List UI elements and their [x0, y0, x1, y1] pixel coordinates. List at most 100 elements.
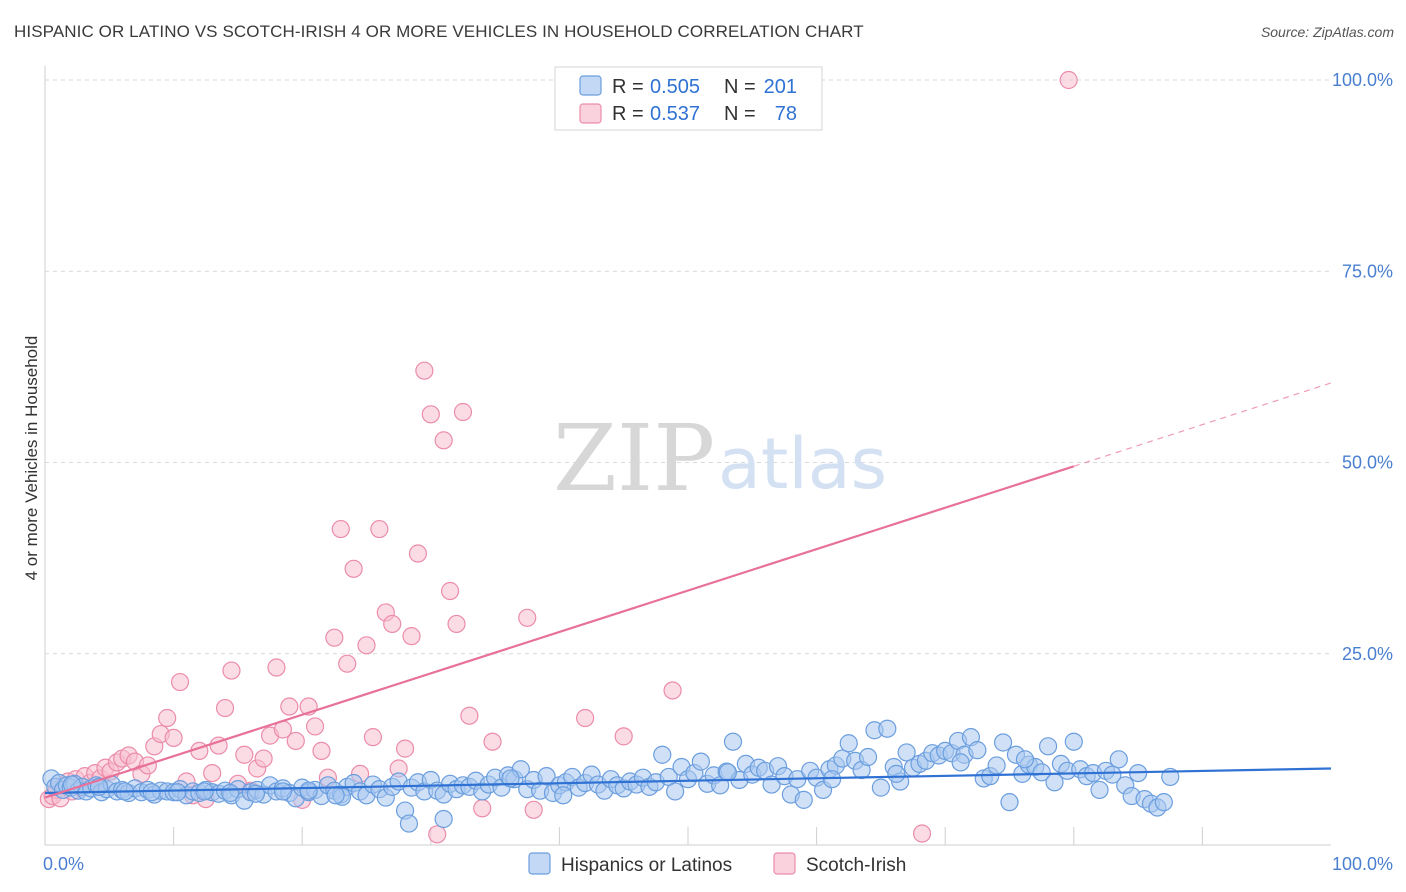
- scotch-irish-point: [370, 519, 389, 539]
- legend-n-value-pink: 78: [775, 103, 797, 125]
- scotch-irish-point: [170, 672, 190, 692]
- trend-lines: [44, 382, 1332, 799]
- hispanic-point: [968, 741, 987, 760]
- hispanic-point: [1000, 793, 1019, 812]
- scotch-irish-point: [460, 706, 479, 725]
- scotch-irish-point: [286, 731, 305, 751]
- legend-n-label-pink: N =: [724, 103, 756, 125]
- x-tick-label-start: 0.0%: [43, 854, 84, 874]
- hispanic-point: [326, 786, 345, 805]
- scotch-irish-point: [576, 708, 595, 728]
- hispanic-point: [794, 790, 813, 809]
- scotch-irish-point: [415, 361, 434, 380]
- hispanic-point: [871, 778, 891, 797]
- scotch-irish-point: [363, 728, 383, 747]
- scotch-irish-point: [663, 681, 682, 700]
- hispanic-point: [887, 764, 906, 783]
- scotch-irish-point: [267, 658, 286, 677]
- hispanic-point: [1103, 765, 1122, 784]
- scotch-irish-point: [1059, 70, 1078, 90]
- scotch-irish-point: [325, 628, 344, 647]
- axes: [44, 66, 1331, 846]
- tick-labels: 25.0% 50.0% 75.0% 100.0% 0.0% 100.0%: [43, 70, 1393, 874]
- bottom-legend-label-pink: Scotch-Irish: [806, 855, 906, 876]
- legend-r-label-pink: R =: [612, 103, 644, 125]
- legend-n-label-blue: N =: [724, 76, 756, 98]
- hispanic-trend-line: [44, 767, 1332, 795]
- scotch-irish-point: [473, 799, 492, 818]
- hispanic-point: [273, 782, 293, 801]
- watermark: ZIP atlas: [553, 405, 887, 512]
- grid-lines: [45, 79, 1331, 655]
- hispanic-point: [1109, 750, 1128, 769]
- scotch-irish-point: [164, 728, 183, 748]
- scotch-irish-trend-extension: [1073, 382, 1332, 467]
- scotch-irish-point: [203, 763, 222, 783]
- bottom-legend-swatch-blue: [528, 852, 551, 875]
- watermark-zip: ZIP: [553, 405, 715, 512]
- y-tick-label: 25.0%: [1342, 644, 1393, 664]
- hispanic-point: [399, 814, 419, 833]
- scotch-irish-point: [614, 727, 633, 746]
- scotch-irish-point: [215, 698, 235, 718]
- hispanic-point: [1032, 763, 1051, 782]
- hispanic-point: [434, 809, 453, 829]
- correlation-legend: R = 0.505 N = 201 R = 0.537 N = 78: [554, 66, 823, 131]
- hispanic-point: [537, 767, 556, 786]
- hispanic-point: [653, 745, 672, 764]
- source-credit: Source: ZipAtlas.com: [1260, 24, 1394, 40]
- watermark-atlas: atlas: [718, 423, 887, 505]
- y-tick-label: 100.0%: [1332, 70, 1393, 90]
- scotch-irish-point: [254, 749, 273, 768]
- y-tick-label: 75.0%: [1342, 261, 1393, 281]
- scotch-irish-point: [402, 627, 421, 646]
- hispanic-point: [142, 783, 161, 802]
- legend-r-value-blue: 0.505: [650, 76, 700, 98]
- series-legend: Hispanics or Latinos Scotch-Irish: [528, 852, 906, 876]
- scotch-irish-point: [357, 636, 376, 655]
- hispanic-point: [1064, 732, 1083, 751]
- hispanic-point: [858, 747, 878, 767]
- scotch-irish-point: [222, 661, 241, 680]
- scotch-irish-point: [331, 519, 350, 539]
- hispanic-point: [878, 719, 897, 738]
- scotch-irish-point: [158, 708, 177, 728]
- hispanic-point: [1038, 737, 1058, 756]
- scotch-irish-point: [338, 654, 357, 673]
- legend-r-value-pink: 0.537: [650, 103, 700, 125]
- scotch-irish-point: [434, 431, 453, 450]
- hispanic-point: [501, 769, 520, 788]
- hispanic-point: [723, 732, 743, 751]
- scotch-irish-point: [235, 745, 254, 764]
- scotch-irish-point: [447, 614, 466, 634]
- hispanic-point: [554, 786, 573, 805]
- legend-r-label-blue: R =: [612, 76, 644, 98]
- hispanic-point: [168, 783, 187, 802]
- hispanic-point: [1154, 793, 1173, 812]
- scotch-irish-point: [440, 581, 460, 601]
- hispanic-point: [718, 763, 737, 782]
- scotch-irish-point: [912, 824, 932, 843]
- scotch-irish-point: [395, 739, 415, 758]
- hispanic-point: [299, 781, 318, 800]
- scotch-irish-point: [453, 402, 473, 422]
- scotch-irish-point: [524, 800, 543, 819]
- scotch-irish-point: [280, 697, 299, 716]
- hispanic-point: [951, 753, 970, 772]
- hispanic-point: [993, 733, 1013, 752]
- chart-title: HISPANIC OR LATINO VS SCOTCH-IRISH 4 OR …: [14, 22, 864, 41]
- x-tick-label-end: 100.0%: [1332, 854, 1393, 874]
- hispanic-point: [1015, 750, 1035, 769]
- legend-swatch-blue: [579, 75, 602, 96]
- hispanic-point: [195, 782, 214, 801]
- hispanic-point: [666, 782, 685, 801]
- scotch-irish-point: [408, 544, 428, 563]
- scotch-irish-point: [428, 825, 447, 844]
- y-tick-label: 50.0%: [1342, 453, 1393, 473]
- scotch-irish-point: [344, 559, 363, 578]
- hispanic-point: [987, 756, 1006, 775]
- legend-swatch-pink: [579, 103, 602, 124]
- scotch-irish-trend-line: [44, 465, 1075, 799]
- hispanic-point: [221, 783, 240, 803]
